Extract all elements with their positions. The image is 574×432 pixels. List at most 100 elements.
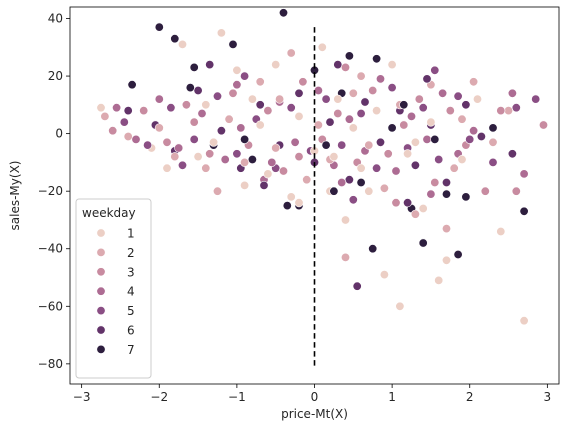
scatter-point-weekday-1 <box>434 275 444 285</box>
scatter-point-weekday-2 <box>340 252 350 262</box>
scatter-point-weekday-4 <box>344 114 354 124</box>
scatter-point-weekday-1 <box>372 106 382 116</box>
scatter-point-weekday-4 <box>519 169 529 179</box>
scatter-point-weekday-3 <box>368 86 378 96</box>
scatter-point-weekday-6 <box>441 178 451 188</box>
scatter-point-weekday-6 <box>344 175 354 185</box>
x-tick-label: −3 <box>73 390 91 404</box>
scatter-point-weekday-6 <box>422 74 432 84</box>
scatter-point-weekday-1 <box>426 117 436 127</box>
scatter-point-weekday-7 <box>170 34 180 44</box>
scatter-point-weekday-6 <box>360 97 370 107</box>
scatter-point-weekday-4 <box>375 74 385 84</box>
scatter-point-weekday-2 <box>100 111 110 121</box>
scatter-point-weekday-2 <box>286 48 296 58</box>
scatter-point-weekday-1 <box>329 152 339 162</box>
scatter-point-weekday-4 <box>174 143 184 153</box>
x-axis-ticks: −3 −2 −1 0 1 2 3 <box>73 384 551 404</box>
scatter-point-weekday-5 <box>178 160 188 170</box>
scatter-point-weekday-3 <box>496 106 506 116</box>
scatter-point-weekday-1 <box>387 60 397 70</box>
scatter-point-weekday-6 <box>325 117 335 127</box>
scatter-point-weekday-7 <box>399 100 409 110</box>
scatter-point-weekday-3 <box>391 198 401 208</box>
scatter-point-weekday-1 <box>441 255 451 265</box>
scatter-point-weekday-7 <box>228 39 238 49</box>
scatter-point-weekday-7 <box>418 238 428 248</box>
scatter-point-weekday-1 <box>178 39 188 49</box>
scatter-point-weekday-5 <box>286 103 296 113</box>
scatter-point-weekday-1 <box>240 180 250 190</box>
scatter-point-weekday-2 <box>379 183 389 193</box>
legend-marker-7 <box>96 344 106 354</box>
scatter-point-weekday-3 <box>445 106 455 116</box>
scatter-point-weekday-1 <box>271 60 281 70</box>
y-tick-label: −40 <box>38 242 63 256</box>
scatter-point-weekday-3 <box>538 120 548 130</box>
legend-label-1: 1 <box>127 227 135 241</box>
legend-marker-6 <box>96 325 106 335</box>
x-tick-label: 1 <box>388 390 396 404</box>
scatter-point-weekday-4 <box>426 189 436 199</box>
scatter-point-weekday-6 <box>476 132 486 142</box>
scatter-point-weekday-3 <box>181 100 191 110</box>
x-axis-label: price-Mt(X) <box>281 407 348 421</box>
scatter-point-weekday-2 <box>449 163 459 173</box>
x-tick-label: −2 <box>150 390 168 404</box>
scatter-point-weekday-5 <box>387 83 397 93</box>
scatter-point-weekday-1 <box>263 169 273 179</box>
x-tick-label: 2 <box>466 390 474 404</box>
scatter-point-weekday-4 <box>267 157 277 167</box>
scatter-point-weekday-6 <box>352 281 362 291</box>
legend-label-6: 6 <box>127 324 135 338</box>
scatter-point-weekday-5 <box>465 134 475 144</box>
scatter-point-weekday-2 <box>123 132 133 142</box>
scatter-point-weekday-3 <box>399 120 409 130</box>
scatter-point-weekday-7 <box>189 62 199 72</box>
scatter-point-weekday-1 <box>294 111 304 121</box>
scatter-point-weekday-6 <box>461 100 471 110</box>
scatter-point-weekday-2 <box>271 143 281 153</box>
scatter-point-weekday-6 <box>333 60 343 70</box>
scatter-point-weekday-7 <box>519 206 529 216</box>
scatter-point-weekday-1 <box>340 215 350 225</box>
y-tick-label: 0 <box>55 127 63 141</box>
scatter-point-weekday-4 <box>422 134 432 144</box>
scatter-point-weekday-1 <box>286 192 296 202</box>
scatter-point-weekday-2 <box>410 209 420 219</box>
scatter-point-weekday-3 <box>294 152 304 162</box>
legend-label-5: 5 <box>127 304 135 318</box>
scatter-point-weekday-4 <box>131 134 141 144</box>
scatter-point-weekday-2 <box>224 114 234 124</box>
scatter-point-weekday-1 <box>472 94 482 104</box>
scatter-point-weekday-2 <box>364 140 374 150</box>
scatter-point-weekday-7 <box>247 155 257 165</box>
scatter-point-weekday-3 <box>205 149 215 159</box>
scatter-point-weekday-7 <box>372 54 382 64</box>
scatter-point-weekday-3 <box>162 137 172 147</box>
y-axis-ticks: −80 −60 −40 −20 0 20 40 <box>38 12 70 371</box>
scatter-point-weekday-5 <box>240 71 250 81</box>
legend-marker-4 <box>96 286 106 296</box>
scatter-point-weekday-2 <box>302 175 312 185</box>
y-tick-label: 20 <box>48 69 63 83</box>
scatter-point-weekday-4 <box>220 155 230 165</box>
y-tick-label: −20 <box>38 184 63 198</box>
scatter-point-weekday-3 <box>298 77 308 87</box>
x-tick-label: 3 <box>544 390 552 404</box>
scatter-point-weekday-4 <box>232 80 242 90</box>
scatter-point-weekday-1 <box>247 94 257 104</box>
scatter-point-weekday-1 <box>457 155 467 165</box>
scatter-point-weekday-2 <box>213 186 223 196</box>
scatter-point-weekday-3 <box>139 106 149 116</box>
scatter-point-weekday-6 <box>375 137 385 147</box>
scatter-point-weekday-2 <box>469 77 479 87</box>
scatter-point-weekday-5 <box>166 103 176 113</box>
scatter-point-weekday-6 <box>294 88 304 98</box>
scatter-point-weekday-2 <box>313 120 323 130</box>
scatter-point-weekday-5 <box>511 103 521 113</box>
scatter-point-weekday-6 <box>507 149 517 159</box>
scatter-point-weekday-7 <box>329 186 339 196</box>
scatter-point-weekday-4 <box>507 88 517 98</box>
legend-marker-3 <box>96 267 106 277</box>
